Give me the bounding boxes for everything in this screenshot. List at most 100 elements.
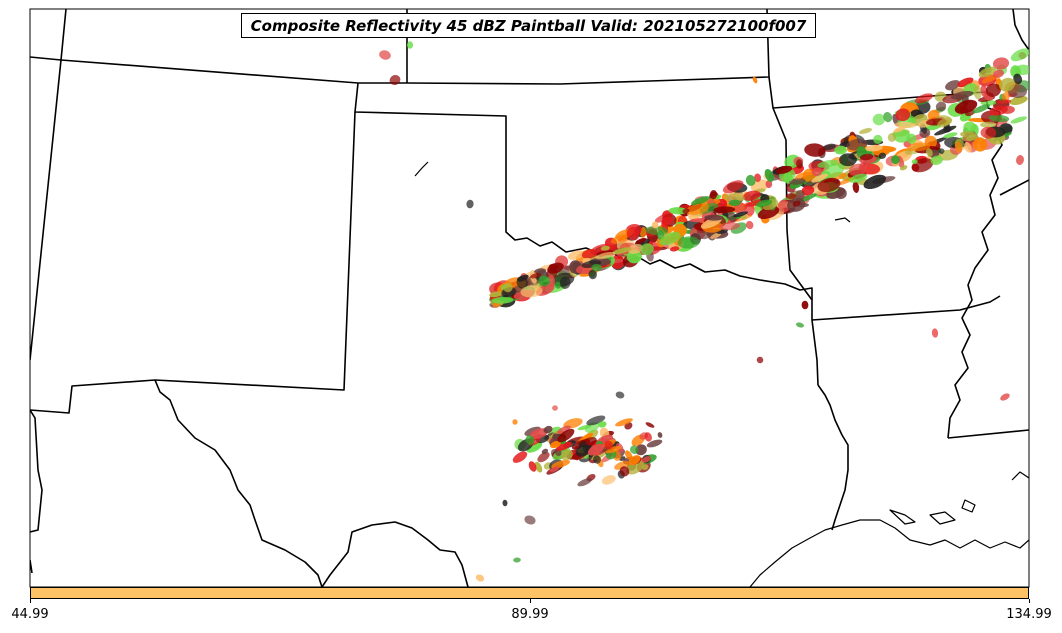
reflectivity-blob [543,425,553,434]
reflectivity-blob [943,125,952,133]
reflectivity-blob [878,152,887,159]
reflectivity-blob [600,245,610,251]
reflectivity-blob [894,121,917,129]
reflectivity-blob [765,180,773,189]
reflectivity-blob [873,134,883,144]
gulf-coast [749,519,1029,587]
reflectivity-blob [980,121,997,128]
reflectivity-blob [989,105,1008,116]
reflectivity-blob [659,231,681,246]
reflectivity-blob [852,181,860,193]
reflectivity-blob [685,203,710,215]
reflectivity-blob [552,405,558,411]
reflectivity-blob [817,177,841,193]
lake [834,217,851,223]
reflectivity-blob [581,249,597,259]
reflectivity-blob [723,193,745,203]
reflectivity-blob [1010,116,1027,124]
reflectivity-blob [778,199,791,212]
reflectivity-blob [954,99,978,114]
reflectivity-blob [926,148,933,157]
reflectivity-blob [534,461,543,473]
reflectivity-blob [529,428,549,439]
lake [414,161,429,177]
reflectivity-blob [911,159,918,164]
reflectivity-blob [538,275,550,287]
reflectivity-blob [722,180,744,194]
reflectivity-blob [502,499,508,507]
state-boundary [30,409,43,533]
reflectivity-blob [859,128,872,134]
reflectivity-blob [710,232,722,239]
reflectivity-blob [533,268,547,275]
reflectivity-blob [645,422,655,428]
reflectivity-blob [907,142,931,152]
reflectivity-blob [732,211,749,218]
reflectivity-blob [937,117,953,128]
reflectivity-blob [604,446,621,454]
reflectivity-blob [669,246,680,252]
state-boundary [768,76,819,386]
reflectivity-blob [931,328,939,338]
reflectivity-blob [713,206,736,214]
reflectivity-blobs [379,41,1029,582]
reflectivity-blob [677,236,700,249]
reflectivity-blob [887,133,897,142]
reflectivity-blob [537,451,550,463]
reflectivity-blob [935,101,947,112]
reflectivity-blob [943,132,958,139]
reflectivity-blob [1013,73,1023,85]
colorbar [30,587,1029,599]
reflectivity-blob [914,93,934,104]
reflectivity-blob [588,269,597,280]
reflectivity-blob [834,145,847,155]
gulf-coast [1011,471,1029,481]
reflectivity-blob [651,221,659,229]
reflectivity-blob [860,153,874,161]
reflectivity-blob [872,113,885,126]
reflectivity-blob [811,167,823,177]
reflectivity-blob [593,455,601,464]
reflectivity-blob [752,76,758,84]
reflectivity-blob [556,441,572,451]
reflectivity-blob [586,415,606,426]
reflectivity-blob [503,282,513,293]
reflectivity-blob [863,174,887,190]
reflectivity-blob [964,142,972,153]
gulf-coast [929,511,956,525]
reflectivity-blob [745,220,754,230]
reflectivity-blob [528,461,537,472]
reflectivity-blob [475,574,485,582]
reflectivity-blob [406,41,414,49]
reflectivity-blob [992,57,1010,70]
reflectivity-blob [516,276,528,289]
reflectivity-blob [549,466,560,472]
reflectivity-blob [839,153,857,167]
reflectivity-blob [567,250,584,260]
reflectivity-blob [796,322,804,328]
state-boundary [947,429,1029,439]
reflectivity-blob [950,90,974,100]
reflectivity-blob [526,441,543,453]
reflectivity-blob [379,50,391,60]
reflectivity-blob [587,443,604,456]
reflectivity-blob [640,243,654,256]
reflectivity-blob [972,137,988,152]
reflectivity-blob [559,276,571,289]
reflectivity-blob [615,418,633,427]
reflectivity-blob [554,281,562,289]
reflectivity-blob [556,425,571,435]
reflectivity-blob [742,190,761,201]
reflectivity-blob [993,69,1004,78]
reflectivity-blob [682,208,690,214]
reflectivity-blob [756,199,773,207]
reflectivity-blob [891,155,900,165]
reflectivity-blob [997,99,1012,104]
reflectivity-blob [557,428,575,443]
reflectivity-blob [718,222,740,231]
reflectivity-blob [513,557,521,563]
reflectivity-blob [999,77,1016,92]
reflectivity-blob [980,126,997,139]
reflectivity-blob [575,444,592,457]
reflectivity-blob [657,432,663,438]
